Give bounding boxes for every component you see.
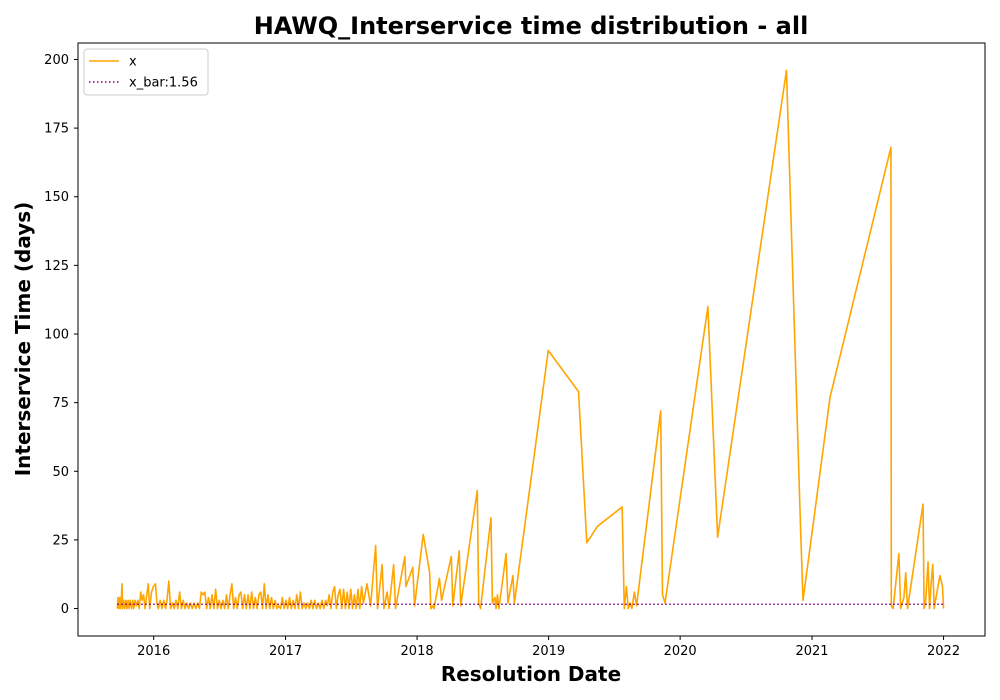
- axis-ticks: 2016 2017 2018 2019 2020 2021 2022 0 25 50 75 100 12…: [44, 53, 960, 659]
- y-tick-label: 75: [52, 396, 69, 411]
- y-tick-label: 25: [52, 533, 69, 548]
- legend: x x_bar:1.56: [83, 48, 209, 96]
- legend-label: x: [129, 55, 137, 70]
- y-tick-label: 175: [44, 122, 69, 137]
- x-tick-label: 2018: [401, 644, 434, 659]
- y-tick-label: 100: [44, 328, 69, 343]
- series-line-x: [116, 69, 945, 610]
- y-tick-label: 0: [61, 602, 69, 617]
- x-tick-label: 2020: [664, 644, 697, 659]
- chart-title: HAWQ_Interservice time distribution - al…: [254, 12, 809, 40]
- y-tick-label: 150: [44, 190, 69, 205]
- y-tick-label: 200: [44, 53, 69, 68]
- y-tick-label: 125: [44, 259, 69, 274]
- x-tick-label: 2019: [532, 644, 565, 659]
- plot-frame: [77, 42, 986, 637]
- y-tick-label: 50: [52, 465, 69, 480]
- legend-label: x_bar:1.56: [129, 76, 198, 91]
- plot-area: [116, 69, 945, 610]
- x-tick-label: 2021: [795, 644, 828, 659]
- x-tick-label: 2022: [927, 644, 960, 659]
- x-tick-label: 2017: [269, 644, 302, 659]
- x-tick-label: 2016: [137, 644, 170, 659]
- y-axis-label: Interservice Time (days): [11, 202, 35, 477]
- x-axis-label: Resolution Date: [441, 662, 621, 686]
